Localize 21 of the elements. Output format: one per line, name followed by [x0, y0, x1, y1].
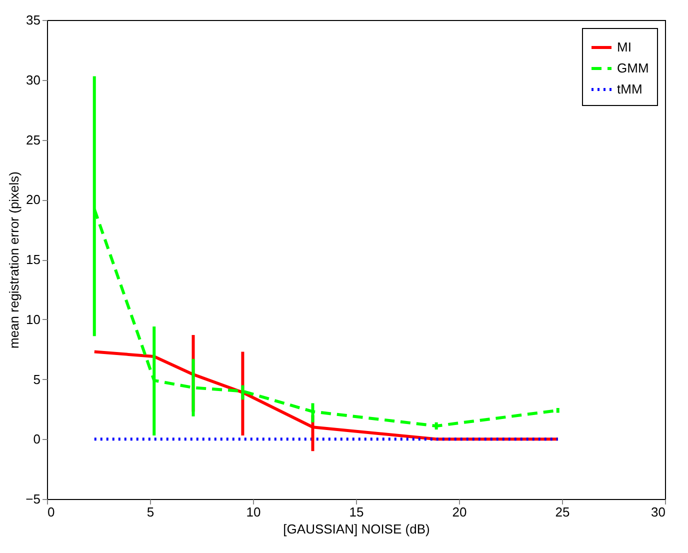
legend-label: MI [617, 40, 632, 54]
x-tick-label: 25 [555, 504, 570, 520]
y-axis-title: mean registration error (pixels) [6, 171, 22, 349]
y-tick-label: 25 [26, 132, 40, 148]
x-tick-label: 10 [246, 504, 261, 520]
legend-label: GMM [617, 60, 649, 76]
y-tick-label: 5 [33, 372, 40, 387]
x-tick-label: 5 [146, 504, 154, 520]
y-tick-label: 0 [33, 432, 40, 447]
y-tick-label: 30 [26, 72, 40, 88]
x-tick-label: 15 [349, 504, 364, 520]
y-tick-label: 10 [26, 312, 40, 327]
legend-label: tMM [617, 82, 642, 96]
x-tick-label: 0 [48, 504, 55, 520]
y-tick-label: 35 [26, 12, 40, 28]
x-tick-label: 30 [651, 504, 666, 520]
y-tick-label: 20 [26, 192, 40, 208]
y-tick-label: −5 [26, 492, 40, 506]
x-axis-title: [GAUSSIAN] NOISE (dB) [283, 522, 430, 536]
y-tick-label: 15 [26, 252, 40, 267]
x-tick-label: 20 [452, 504, 467, 520]
